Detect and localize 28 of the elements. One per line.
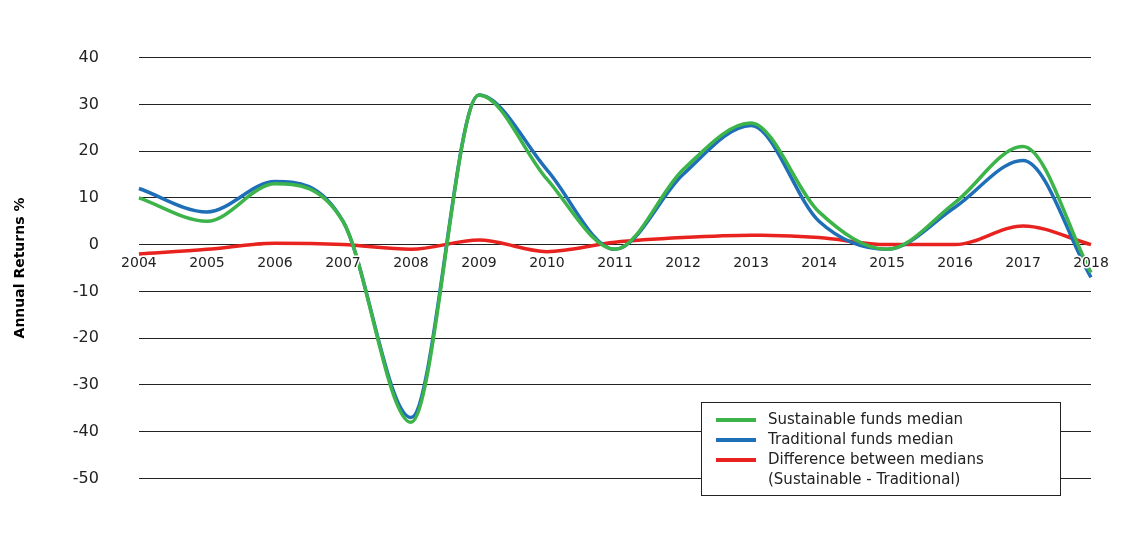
x-tick-label: 2011 <box>597 254 633 271</box>
y-tick-label: 20 <box>78 140 99 160</box>
x-tick-label: 2008 <box>393 254 429 271</box>
x-tick-label: 2005 <box>189 254 225 271</box>
legend-label: Traditional funds median <box>768 429 955 449</box>
legend-label: Difference between medians (Sustainable - Traditional) <box>768 449 985 489</box>
y-tick-label: 30 <box>78 93 99 113</box>
line-series <box>137 224 1093 256</box>
legend-label: Sustainable funds median <box>768 409 965 429</box>
x-tick-label: 2014 <box>801 254 837 271</box>
x-tick-label: 2017 <box>1005 254 1041 271</box>
y-axis-title: Annual Returns % <box>11 197 28 339</box>
x-tick-label: 2009 <box>461 254 497 271</box>
x-tick-label: 2013 <box>733 254 769 271</box>
x-tick-label: 2012 <box>665 254 701 271</box>
x-tick-label: 2016 <box>937 254 973 271</box>
y-tick-label: 10 <box>78 187 99 207</box>
y-tick-label: -20 <box>72 327 99 347</box>
y-tick-label: -30 <box>72 374 99 394</box>
y-tick-label: 0 <box>88 233 99 253</box>
x-tick-label: 2015 <box>869 254 905 271</box>
x-tick-label: 2010 <box>529 254 565 271</box>
y-tick-label: -50 <box>72 467 99 487</box>
y-tick-label: -40 <box>72 420 99 440</box>
y-tick-label: -10 <box>72 280 99 300</box>
x-tick-label: 2006 <box>257 254 293 271</box>
x-tick-label: 2004 <box>121 254 157 271</box>
y-tick-label: 40 <box>78 46 99 66</box>
